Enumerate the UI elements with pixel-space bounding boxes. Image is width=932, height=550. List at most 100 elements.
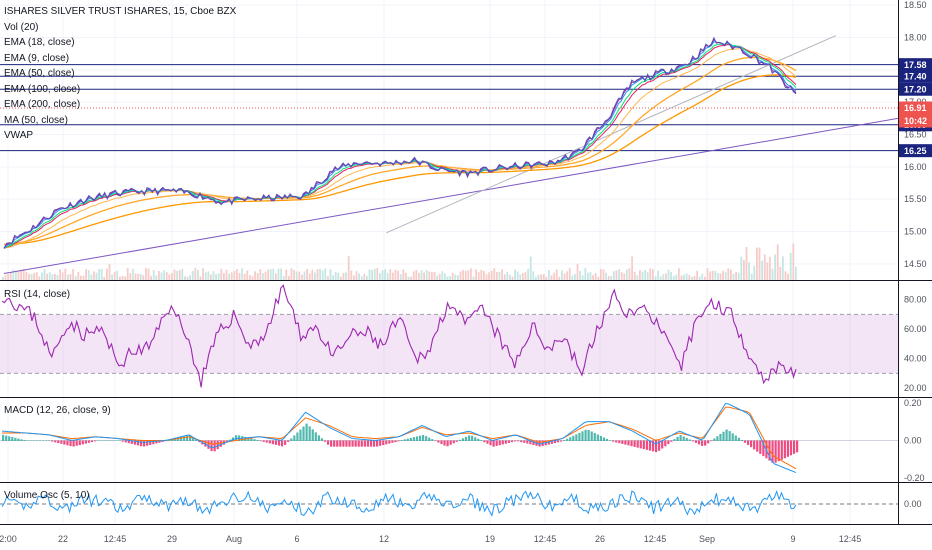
macd-histogram-bar — [596, 434, 599, 441]
volume-bar — [490, 270, 493, 280]
macd-histogram-bar — [348, 440, 351, 447]
legend-vol[interactable]: Vol (20) — [4, 21, 39, 33]
time-axis: 2:00 22 12:45 29 Aug 6 12 19 12:45 26 12:45 Sep 9 12:… — [0, 534, 861, 544]
macd-histogram-bar — [38, 440, 41, 441]
volume-bar — [496, 271, 498, 280]
volume-bar — [314, 272, 316, 280]
volume-bar — [163, 270, 165, 280]
legend-ema50[interactable]: EMA (50, close) — [4, 68, 75, 79]
volume-bar — [108, 264, 111, 280]
volume-bar — [587, 272, 589, 280]
rsi-line — [1, 284, 797, 388]
macd-histogram-bar — [72, 440, 75, 447]
legend-ma50[interactable]: MA (50, close) — [4, 114, 68, 126]
price-tick-label: 16.50 — [904, 130, 927, 140]
macd-histogram-bar — [510, 440, 514, 443]
volume-bar — [423, 272, 425, 280]
macd-histogram-bar — [60, 440, 63, 444]
legend-vwap[interactable]: VWAP — [4, 130, 34, 141]
macd-label[interactable]: MACD (12, 26, close, 9) — [4, 405, 111, 416]
volume-bar — [615, 270, 618, 280]
rsi-tick-label: 80.00 — [904, 295, 927, 305]
macd-histogram-bar — [11, 437, 14, 441]
volume-bar — [644, 270, 646, 280]
macd-histogram-bar — [615, 440, 618, 443]
macd-histogram-bar — [198, 440, 201, 443]
volume-bar — [776, 244, 779, 280]
macd-histogram-bar — [241, 436, 244, 441]
volume-bar — [371, 270, 373, 280]
macd-histogram-bar — [630, 440, 633, 447]
volume-bar — [2, 276, 4, 280]
volume-osc-label[interactable]: Volume Osc (5, 10) — [4, 490, 90, 501]
macd-histogram-bar — [247, 437, 250, 441]
volume-bar — [626, 269, 628, 280]
legend-title[interactable]: ISHARES SILVER TRUST ISHARES, 15, Cboe B… — [4, 6, 237, 17]
macd-histogram-bar — [195, 439, 198, 441]
macd-histogram-bar — [664, 440, 667, 447]
macd-histogram-bar — [253, 439, 256, 441]
macd-histogram-bar — [501, 440, 504, 445]
volume-bar — [514, 269, 516, 280]
macd-histogram-bar — [590, 431, 593, 441]
volume-bar — [194, 268, 197, 280]
macd-histogram-bar — [658, 440, 661, 451]
volume-bar — [9, 272, 12, 280]
volume-bar — [399, 274, 402, 280]
volume-bar — [38, 276, 41, 280]
volume-bar — [215, 274, 217, 280]
macd-histogram-bar — [608, 440, 612, 441]
price-tick-label: 18.00 — [904, 33, 927, 43]
price-series — [3, 36, 797, 249]
volume-bar — [441, 271, 444, 280]
macd-histogram-bar — [23, 440, 26, 441]
volume-bar — [119, 276, 121, 280]
volume-bar — [451, 272, 454, 280]
rsi-band-fill — [0, 314, 898, 374]
macd-histogram-bar — [789, 440, 793, 456]
volume-bar — [704, 276, 706, 280]
volume-bar — [85, 268, 87, 280]
rsi-label[interactable]: RSI (14, close) — [4, 289, 71, 300]
macd-histogram-bar — [480, 440, 483, 441]
volume-bar — [761, 260, 763, 280]
volosc-line — [1, 489, 797, 517]
volume-bar — [405, 272, 407, 280]
macd-histogram-bar — [704, 440, 707, 446]
legend-ema200[interactable]: EMA (200, close) — [4, 99, 81, 110]
macd-histogram-bar — [602, 437, 606, 441]
macd-histogram-bar — [639, 440, 642, 449]
volume-bar — [771, 268, 774, 280]
volume-bar — [358, 273, 360, 280]
macd-histogram-bar — [17, 438, 20, 441]
legend-ema18[interactable]: EMA (18, close) — [4, 37, 75, 48]
volume-bar — [698, 276, 701, 280]
legend-ema9[interactable]: EMA (9, close) — [4, 52, 70, 64]
macd-histogram-bar — [691, 440, 694, 442]
volume-bar — [756, 247, 758, 280]
legend-ema100[interactable]: EMA (100, close) — [4, 83, 81, 95]
volume-bar — [20, 269, 22, 280]
volume-bar — [186, 276, 189, 280]
macd-histogram-bar — [66, 440, 69, 446]
volume-bar — [553, 272, 555, 280]
volume-bar — [467, 270, 470, 280]
macd-histogram-bar — [581, 431, 584, 441]
macd-line — [1, 402, 797, 474]
macd-histogram-bar — [455, 440, 458, 442]
volume-bar — [379, 273, 381, 280]
volume-bar — [178, 270, 181, 280]
volume-bar — [22, 268, 25, 280]
volume-bar — [407, 276, 410, 280]
macd-histogram-bar — [320, 438, 324, 441]
macd-histogram-bar — [458, 439, 461, 441]
volume-bar — [506, 271, 509, 280]
volume-bar — [54, 274, 56, 280]
macd-histogram-bar — [296, 432, 299, 441]
macd-tick-label: 0.20 — [904, 398, 922, 408]
volume-bar — [67, 274, 69, 280]
time-tick-label: 12:45 — [644, 534, 667, 544]
macd-histogram-bar — [118, 440, 121, 441]
volume-bar — [124, 276, 126, 280]
volume-bar — [631, 256, 633, 280]
